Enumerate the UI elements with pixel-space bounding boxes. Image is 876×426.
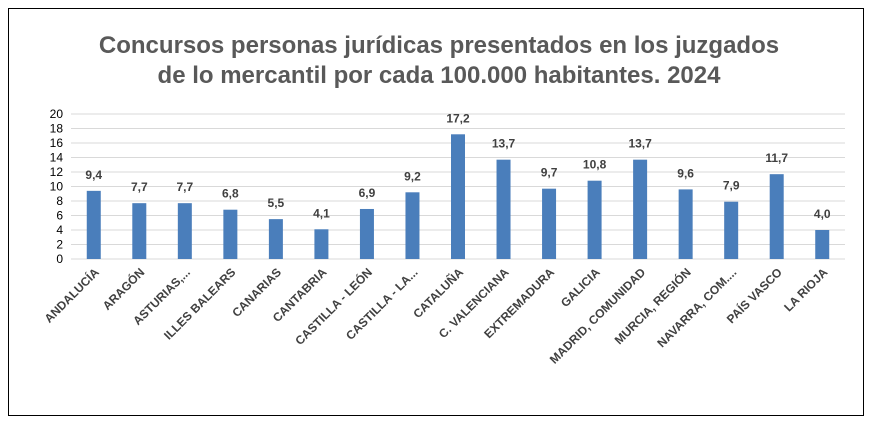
- bar: [268, 219, 283, 259]
- data-labels: 9,4 7,7 7,7 6,8 5,5 4,1 6,9 9,2 17,2 13,7 9,7 10,8 1…: [85, 111, 830, 221]
- data-label: 5,5: [268, 196, 285, 210]
- data-label: 7,7: [131, 180, 148, 194]
- data-label: 9,6: [677, 166, 694, 180]
- data-label: 13,7: [492, 137, 516, 151]
- bar: [496, 159, 511, 259]
- y-tick-label: 4: [56, 223, 63, 237]
- bar: [724, 201, 739, 259]
- data-label: 7,9: [723, 179, 740, 193]
- category-label: NAVARRA, COM....: [654, 265, 739, 350]
- bar: [86, 190, 101, 259]
- y-tick-label: 20: [50, 107, 64, 121]
- chart-frame: Concursos personas jurídicas presentados…: [8, 8, 864, 416]
- y-tick-label: 16: [50, 136, 64, 150]
- bar: [587, 180, 602, 259]
- bar: [177, 203, 192, 259]
- bar: [815, 230, 830, 259]
- y-tick-label: 8: [56, 194, 63, 208]
- data-label: 13,7: [628, 137, 652, 151]
- data-label: 11,7: [765, 151, 788, 165]
- y-tick-label: 2: [56, 238, 63, 252]
- y-tick-label: 18: [50, 122, 64, 136]
- category-label: ARAGÓN: [99, 265, 147, 313]
- bar: [359, 208, 374, 259]
- data-label: 10,8: [583, 158, 607, 172]
- bar: [633, 159, 648, 259]
- y-tick-label: 10: [50, 180, 64, 194]
- data-label: 9,4: [85, 168, 102, 182]
- bar: [223, 209, 238, 259]
- data-label: 17,2: [446, 111, 470, 125]
- y-tick-label: 6: [56, 209, 63, 223]
- chart-title-line-2: de lo mercantil por cada 100.000 habitan…: [158, 62, 722, 89]
- bars: [86, 134, 830, 259]
- data-label: 6,9: [359, 186, 376, 200]
- data-label: 9,7: [541, 166, 558, 180]
- data-label: 7,7: [176, 180, 193, 194]
- y-tick-label: 12: [50, 165, 64, 179]
- y-tick-label: 14: [50, 151, 64, 165]
- bar-chart: Concursos personas jurídicas presentados…: [41, 32, 845, 367]
- bar: [769, 174, 784, 259]
- data-label: 9,2: [404, 169, 421, 183]
- bar: [132, 203, 147, 259]
- category-label: CASTILLA - LEÓN: [292, 265, 375, 348]
- category-label: GALICIA: [558, 265, 603, 310]
- data-label: 4,0: [814, 207, 831, 221]
- category-label: LA RIOJA: [781, 265, 830, 314]
- bar: [678, 189, 693, 259]
- category-label: ANDALUCÍA: [41, 264, 102, 325]
- bar: [405, 192, 420, 259]
- data-label: 6,8: [222, 187, 239, 201]
- category-label: MURCIA, REGIÓN: [611, 265, 694, 348]
- bar: [542, 188, 557, 259]
- bar: [314, 229, 329, 259]
- y-tick-label: 0: [56, 252, 63, 266]
- bar: [451, 134, 465, 259]
- data-label: 4,1: [313, 206, 330, 220]
- chart-title-line-1: Concursos personas jurídicas presentados…: [99, 32, 779, 59]
